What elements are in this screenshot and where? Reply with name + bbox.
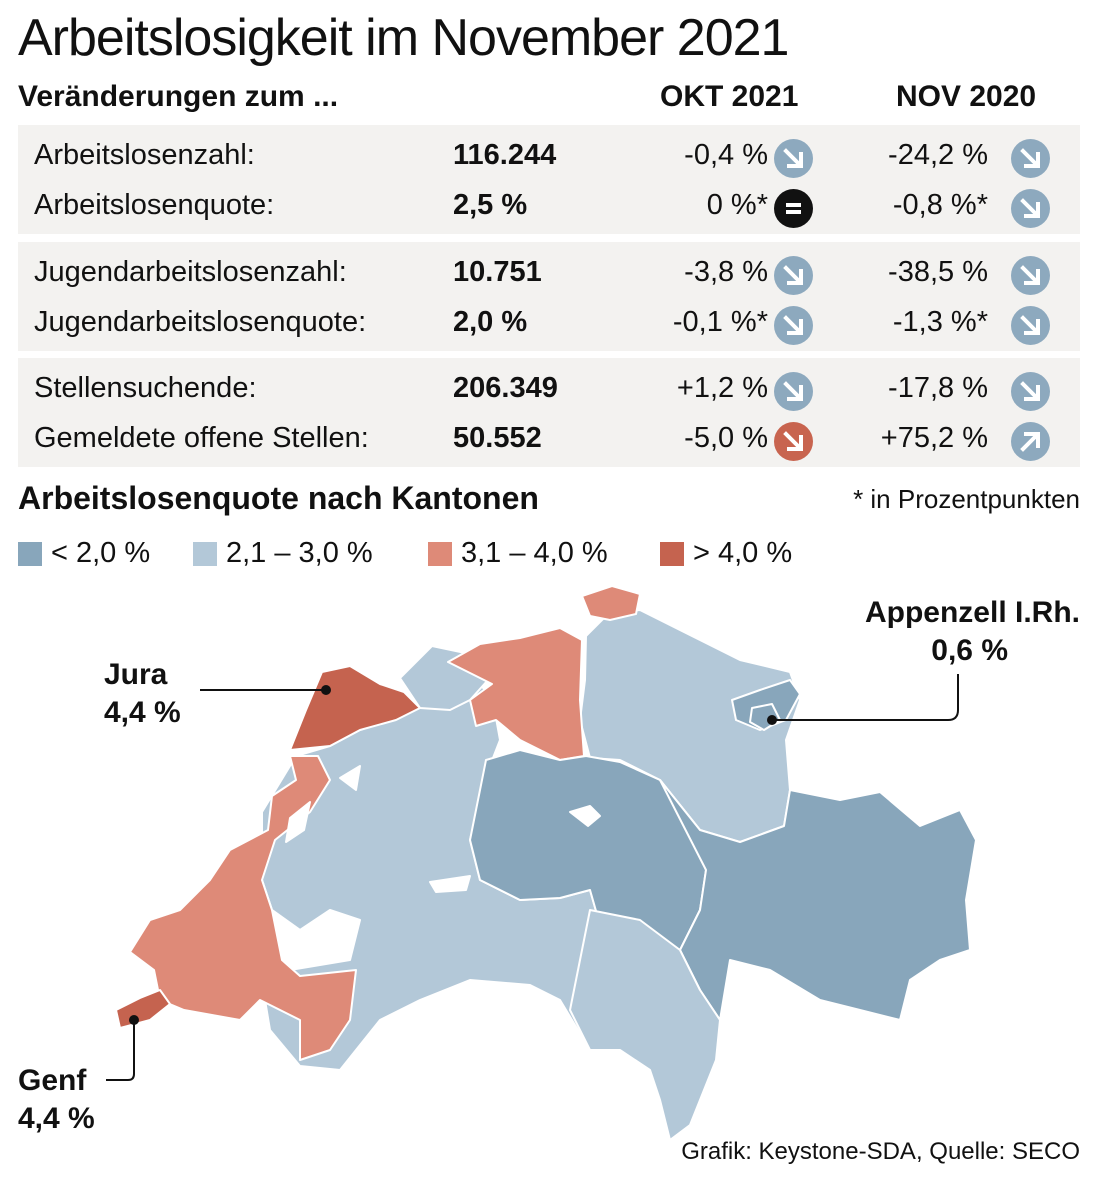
legend-swatch: [428, 541, 452, 566]
arrow-down-right-icon: [774, 422, 813, 461]
table-group: Arbeitslosenzahl: 116.244 -0,4 % -24,2 % Arb…: [18, 125, 1080, 234]
change-okt-2021: -0,4 %: [684, 139, 768, 171]
legend-item: < 2,0 %: [18, 537, 150, 570]
arrow-down-right-icon: [774, 256, 813, 295]
arrow-down-right-icon: [1011, 256, 1050, 295]
table-row: Jugendarbeitslosenzahl: 10.751 -3,8 % -38,5…: [18, 246, 1080, 296]
callout-genf-value: 4,4 %: [18, 1102, 95, 1135]
table-group: Jugendarbeitslosenzahl: 10.751 -3,8 % -38,5…: [18, 242, 1080, 351]
callout-genf-name: Genf: [18, 1064, 87, 1097]
change-nov-2020: -38,5 %: [888, 256, 988, 288]
lake: [569, 805, 601, 827]
table-row: Arbeitslosenzahl: 116.244 -0,4 % -24,2 %: [18, 129, 1080, 179]
callout-line: [772, 674, 959, 721]
legend-label: > 4,0 %: [693, 537, 793, 569]
change-nov-2020: -24,2 %: [888, 139, 988, 171]
lake: [429, 875, 471, 893]
footnote: * in Prozentpunkten: [853, 484, 1080, 514]
change-nov-2020: +75,2 %: [880, 422, 988, 454]
row-label: Jugendarbeitslosenzahl:: [34, 256, 347, 288]
callout-appenzell: Appenzell I.Rh. 0,6 %: [843, 594, 1083, 670]
row-label: Arbeitslosenquote:: [34, 189, 275, 221]
row-value: 206.349: [453, 372, 558, 404]
arrow-down-right-icon: [1011, 139, 1050, 178]
change-nov-2020: -0,8 %*: [892, 189, 988, 221]
arrow-down-right-icon: [774, 139, 813, 178]
callout-line: [106, 1020, 135, 1081]
callout-jura: Jura 4,4 %: [104, 656, 181, 732]
table-row: Jugendarbeitslosenquote: 2,0 % -0,1 %* -1,3…: [18, 296, 1080, 346]
callout-genf: Genf 4,4 %: [18, 1062, 95, 1138]
equals-icon: [774, 189, 813, 228]
legend-label: 2,1 – 3,0 %: [226, 537, 373, 569]
row-label: Jugendarbeitslosenquote:: [34, 306, 367, 338]
change-okt-2021: -0,1 %*: [672, 306, 768, 338]
column-header-okt-2021: OKT 2021: [660, 80, 799, 113]
table-row: Gemeldete offene Stellen: 50.552 -5,0 % +75…: [18, 412, 1080, 462]
canton-genf: [115, 989, 171, 1029]
page-title: Arbeitslosigkeit im November 2021: [18, 9, 789, 67]
row-value: 116.244: [453, 139, 557, 171]
source-credit: Grafik: Keystone-SDA, Quelle: SECO: [681, 1138, 1080, 1165]
row-value: 2,0 %: [453, 306, 528, 338]
arrow-down-right-icon: [774, 372, 813, 411]
callout-jura-value: 4,4 %: [104, 696, 181, 729]
legend-swatch: [18, 541, 42, 566]
table-caption: Veränderungen zum ...: [18, 80, 339, 113]
change-okt-2021: +1,2 %: [676, 372, 768, 404]
callout-dot: [129, 1015, 139, 1025]
legend-item: > 4,0 %: [660, 537, 792, 570]
canton-schaffhausen: [581, 585, 641, 621]
lake: [285, 801, 311, 843]
table-group: Stellensuchende: 206.349 +1,2 % -17,8 % Geme…: [18, 358, 1080, 467]
change-okt-2021: -3,8 %: [684, 256, 768, 288]
arrow-down-right-icon: [774, 306, 813, 345]
callout-jura-name: Jura: [104, 658, 168, 691]
switzerland-map: [106, 585, 977, 1140]
row-value: 50.552: [453, 422, 542, 454]
lake: [339, 765, 361, 791]
canton-ticino: [569, 909, 721, 1140]
arrow-down-right-icon: [1011, 306, 1050, 345]
callout-appenzell-name: Appenzell I.Rh.: [864, 596, 1080, 629]
legend-label: 3,1 – 4,0 %: [461, 537, 608, 569]
legend-label: < 2,0 %: [51, 537, 151, 569]
arrow-down-right-icon: [1011, 372, 1050, 411]
change-nov-2020: -17,8 %: [888, 372, 988, 404]
change-okt-2021: -5,0 %: [684, 422, 768, 454]
table-row: Arbeitslosenquote: 2,5 % 0 %* -0,8 %*: [18, 179, 1080, 229]
row-value: 10.751: [453, 256, 542, 288]
arrow-up-right-icon: [1011, 422, 1050, 461]
column-header-nov-2020: NOV 2020: [896, 80, 1037, 113]
table-row: Stellensuchende: 206.349 +1,2 % -17,8 %: [18, 362, 1080, 412]
row-value: 2,5 %: [453, 189, 528, 221]
map-title: Arbeitslosenquote nach Kantonen: [18, 480, 539, 516]
legend-swatch: [193, 541, 217, 566]
row-label: Arbeitslosenzahl:: [34, 139, 255, 171]
canton-vaud-neuchatel: [129, 755, 357, 1061]
row-label: Gemeldete offene Stellen:: [34, 422, 369, 454]
legend-item: 3,1 – 4,0 %: [428, 537, 608, 570]
change-okt-2021: 0 %*: [706, 189, 768, 221]
row-label: Stellensuchende:: [34, 372, 257, 404]
legend-item: 2,1 – 3,0 %: [193, 537, 373, 570]
legend-swatch: [660, 541, 684, 566]
callout-dot: [321, 685, 331, 695]
callout-appenzell-value: 0,6 %: [931, 634, 1008, 667]
change-nov-2020: -1,3 %*: [892, 306, 988, 338]
arrow-down-right-icon: [1011, 189, 1050, 228]
callout-dot: [767, 715, 777, 725]
